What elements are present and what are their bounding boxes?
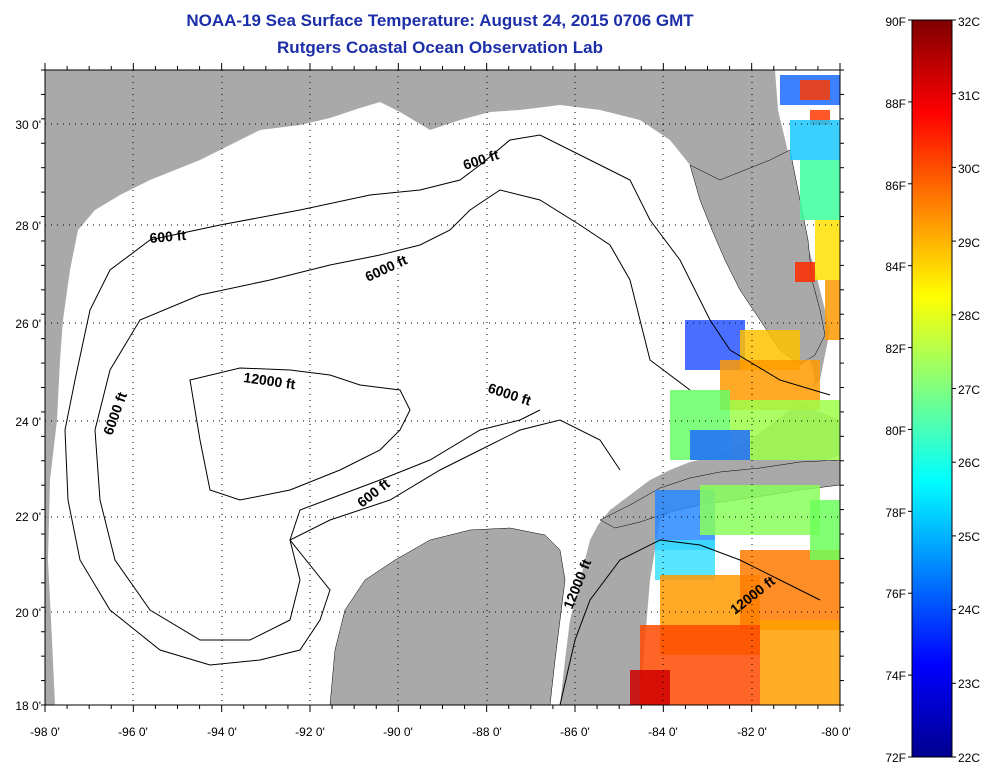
- sst-data-layer: [630, 75, 840, 705]
- colorbar-c-label: 28C: [958, 309, 980, 323]
- colorbar-f-label: 80F: [885, 424, 906, 438]
- contour-label-12000ft-center: 12000 ft: [243, 369, 297, 392]
- sst-patch: [655, 540, 715, 580]
- contour-12000ft-east: [559, 539, 821, 705]
- gulf-ocean: [48, 102, 815, 705]
- map-title: NOAA-19 Sea Surface Temperature: August …: [186, 11, 694, 30]
- colorbar-c-label: 30C: [958, 162, 980, 176]
- colorbar-c-label: 29C: [958, 236, 980, 250]
- sst-patch: [810, 500, 840, 560]
- contour-label-600ft-west: 600 ft: [149, 227, 187, 246]
- lat-tick-label: 24 0': [15, 415, 41, 429]
- yucatan-land: [329, 527, 566, 705]
- sst-patch: [690, 430, 750, 460]
- contour-12000ft: [189, 367, 411, 501]
- lat-tick-label: 28 0': [15, 219, 41, 233]
- axis-ticks: [41, 63, 844, 712]
- map-subtitle: Rutgers Coastal Ocean Observation Lab: [277, 38, 603, 57]
- lon-tick-label: -84 0': [648, 725, 678, 739]
- sst-patch: [800, 80, 830, 100]
- lon-tick-label: -94 0': [207, 725, 237, 739]
- lon-tick-label: -96 0': [118, 725, 148, 739]
- colorbar-f-label: 72F: [885, 751, 906, 765]
- colorbar-c-label: 31C: [958, 89, 980, 103]
- lon-tick-label: -82 0': [737, 725, 767, 739]
- colorbar-f-label: 84F: [885, 260, 906, 274]
- contour-6000ft: [94, 189, 691, 431]
- sst-patch: [790, 120, 840, 160]
- lat-tick-label: 22 0': [15, 510, 41, 524]
- colorbar-ticks: [908, 19, 956, 758]
- lon-tick-label: -98 0': [30, 725, 60, 739]
- graticule: [45, 70, 840, 705]
- lon-tick-label: -90 0': [383, 725, 413, 739]
- lat-tick-label: 30 0': [15, 118, 41, 132]
- sst-patch: [760, 620, 840, 705]
- colorbar-f-label: 86F: [885, 179, 906, 193]
- lat-tick-label: 26 0': [15, 317, 41, 331]
- colorbar-c-label: 32C: [958, 15, 980, 29]
- latitude-axis-labels: 30 0' 28 0' 26 0' 24 0' 22 0' 20 0' 18 0…: [15, 118, 41, 713]
- colorbar-f-label: 76F: [885, 587, 906, 601]
- lon-tick-label: -86 0': [560, 725, 590, 739]
- bathymetry-contours: [64, 134, 831, 705]
- lat-tick-label: 20 0': [15, 606, 41, 620]
- colorbar-c-label: 25C: [958, 530, 980, 544]
- map-plot-area: 600 ft 600 ft 6000 ft 6000 ft 6000 ft 12…: [45, 70, 840, 705]
- colorbar-c-label: 24C: [958, 603, 980, 617]
- lon-tick-label: -80 0': [821, 725, 851, 739]
- colorbar-f-label: 88F: [885, 97, 906, 111]
- contour-600ft-west: [64, 409, 541, 666]
- colorbar-celsius-labels: 32C 31C 30C 29C 28C 27C 26C 25C 24C 23C …: [958, 15, 980, 765]
- colorbar: [911, 19, 953, 758]
- sst-patch: [740, 550, 840, 630]
- sst-patch: [700, 485, 820, 535]
- sst-patch: [825, 280, 840, 340]
- lon-tick-label: -92 0': [295, 725, 325, 739]
- colorbar-f-label: 90F: [885, 15, 906, 29]
- sst-patch: [815, 220, 840, 280]
- sst-patch: [795, 262, 815, 282]
- colorbar-c-label: 26C: [958, 456, 980, 470]
- colorbar-c-label: 22C: [958, 751, 980, 765]
- colorbar-fahrenheit-labels: 90F 88F 86F 84F 82F 80F 78F 76F 74F 72F: [885, 15, 906, 765]
- colorbar-c-label: 23C: [958, 677, 980, 691]
- colorbar-f-label: 82F: [885, 342, 906, 356]
- contour-6000ft-south: [94, 419, 621, 641]
- colorbar-f-label: 74F: [885, 669, 906, 683]
- contour-600ft: [64, 134, 831, 431]
- lon-tick-label: -88 0': [472, 725, 502, 739]
- lat-tick-label: 18 0': [15, 699, 41, 713]
- colorbar-f-label: 78F: [885, 506, 906, 520]
- sst-patch: [630, 670, 670, 705]
- sst-patch: [800, 160, 840, 220]
- longitude-axis-labels: -98 0' -96 0' -94 0' -92 0' -90 0' -88 0…: [30, 725, 851, 739]
- colorbar-c-label: 27C: [958, 383, 980, 397]
